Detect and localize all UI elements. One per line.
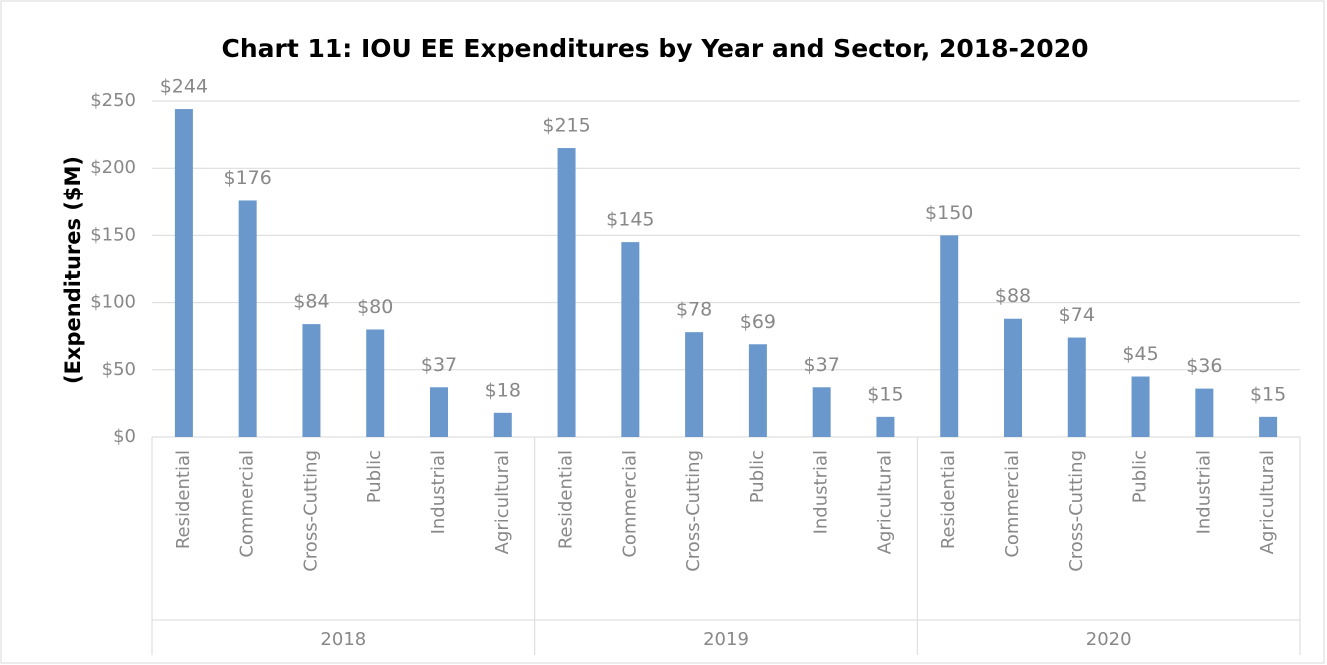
x-tick-label: Industrial xyxy=(428,450,449,534)
value-label: $176 xyxy=(223,167,271,189)
value-label: $215 xyxy=(542,115,590,137)
value-label: $45 xyxy=(1122,343,1158,365)
value-label: $15 xyxy=(867,383,903,405)
value-label: $37 xyxy=(804,354,840,376)
bar xyxy=(557,148,576,438)
bar xyxy=(238,200,257,437)
group-label: 2018 xyxy=(320,629,366,650)
value-label: $18 xyxy=(485,379,521,401)
x-tick-label: Agricultural xyxy=(874,450,895,554)
bar xyxy=(748,344,767,437)
bar xyxy=(366,329,385,437)
value-label: $150 xyxy=(925,202,973,224)
x-tick-label: Commercial xyxy=(237,450,258,558)
x-tick-label: Cross-Cutting xyxy=(1066,450,1087,572)
bar xyxy=(1259,416,1278,437)
y-tick-label: $100 xyxy=(90,292,136,313)
x-tick-label: Public xyxy=(1130,450,1151,503)
x-tick-label: Commercial xyxy=(1002,450,1023,558)
y-tick-label: $0 xyxy=(113,426,136,447)
x-tick-label: Residential xyxy=(173,450,194,549)
y-tick-label: $150 xyxy=(90,224,136,245)
bar xyxy=(1195,388,1214,437)
x-tick-label: Industrial xyxy=(811,450,832,534)
value-label: $37 xyxy=(421,354,457,376)
y-tick-label: $250 xyxy=(90,90,136,111)
x-tick-label: Agricultural xyxy=(1257,450,1278,554)
bar xyxy=(621,242,640,437)
x-tick-label: Cross-Cutting xyxy=(683,450,704,572)
x-tick-label: Commercial xyxy=(619,450,640,558)
bar xyxy=(1004,318,1022,437)
bar xyxy=(302,324,321,437)
value-label: $36 xyxy=(1186,355,1222,377)
x-tick-label: Cross-Cutting xyxy=(300,450,321,572)
bar xyxy=(685,332,704,437)
value-label: $78 xyxy=(676,299,712,321)
y-tick-label: $200 xyxy=(90,157,136,178)
x-tick-label: Industrial xyxy=(1193,450,1214,534)
x-tick-label: Agricultural xyxy=(492,450,513,554)
x-tick-label: Public xyxy=(364,450,385,503)
bar xyxy=(1067,337,1086,437)
bar xyxy=(940,235,959,437)
value-label: $84 xyxy=(293,291,329,313)
value-label: $244 xyxy=(160,76,208,98)
x-tick-label: Residential xyxy=(938,450,959,549)
bar xyxy=(430,387,448,437)
value-label: $69 xyxy=(740,311,776,333)
value-label: $145 xyxy=(606,209,654,231)
bar xyxy=(1131,376,1150,437)
x-tick-label: Residential xyxy=(556,450,577,549)
bar xyxy=(174,109,193,438)
value-label: $88 xyxy=(995,285,1031,307)
y-axis-label: (Expenditures ($M) xyxy=(61,156,85,384)
value-label: $80 xyxy=(357,296,393,318)
bar xyxy=(876,416,895,437)
y-tick-label: $50 xyxy=(102,359,136,380)
x-tick-label: Public xyxy=(747,450,768,503)
bar xyxy=(493,412,512,437)
value-label: $15 xyxy=(1250,383,1286,405)
value-label: $74 xyxy=(1059,304,1095,326)
chart-title: Chart 11: IOU EE Expenditures by Year an… xyxy=(222,34,1089,63)
group-label: 2019 xyxy=(703,629,749,650)
group-label: 2020 xyxy=(1086,629,1132,650)
bar xyxy=(812,387,831,437)
